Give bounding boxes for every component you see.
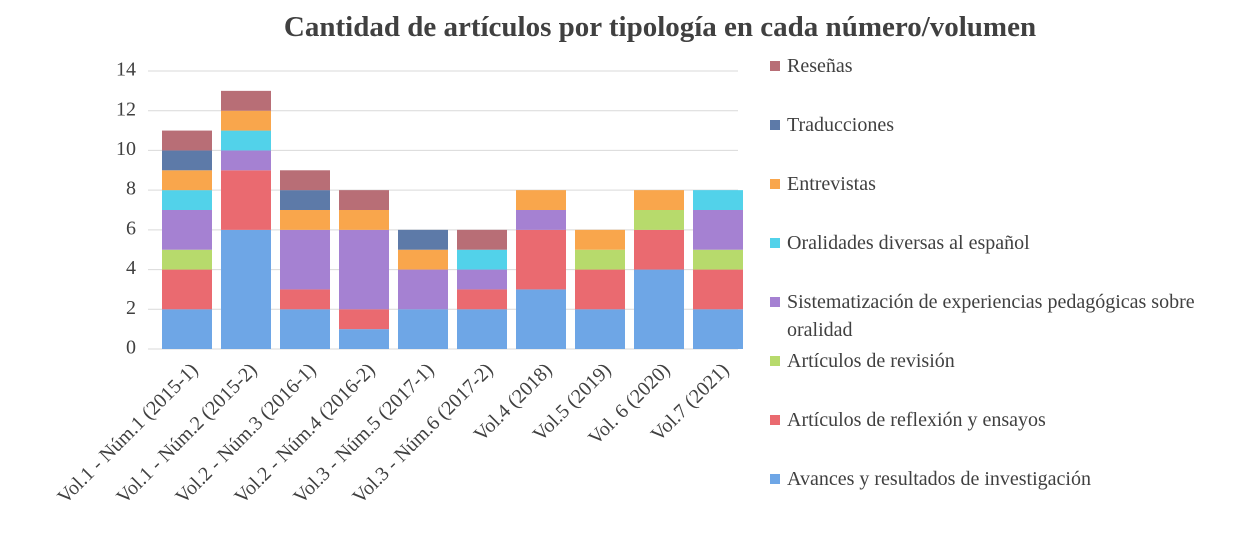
bar-segment bbox=[575, 249, 625, 270]
bar-segment bbox=[516, 289, 566, 349]
y-tick-label: 6 bbox=[126, 217, 136, 239]
bar-segment bbox=[575, 229, 625, 250]
legend-label: Artículos de revisión bbox=[787, 350, 955, 372]
bar-segment bbox=[516, 190, 566, 210]
legend-entry: Traducciones bbox=[770, 111, 1238, 139]
bar-segment bbox=[221, 130, 271, 151]
bar-segment bbox=[162, 150, 212, 171]
legend-entry: Sistematización de experiencias pedagógi… bbox=[770, 288, 1238, 344]
bar-segment bbox=[162, 190, 212, 210]
bar-segment bbox=[221, 110, 271, 131]
bar-segment bbox=[280, 289, 330, 310]
legend-swatch bbox=[770, 356, 780, 366]
bar-segment bbox=[516, 229, 566, 290]
bar-segment bbox=[162, 309, 212, 349]
bar-segment bbox=[398, 269, 448, 310]
legend-swatch bbox=[770, 61, 780, 71]
legend-entry: Avances y resultados de investigación bbox=[770, 465, 1238, 493]
bar-segment bbox=[457, 269, 507, 290]
legend-label: Reseñas bbox=[787, 55, 853, 77]
legend-entry: Reseñas bbox=[770, 52, 1238, 80]
legend-entry: Artículos de revisión bbox=[770, 347, 1238, 375]
bar-segment bbox=[634, 229, 684, 270]
legend-label: Entrevistas bbox=[787, 173, 876, 195]
legend-swatch bbox=[770, 238, 780, 248]
bar-segment bbox=[457, 289, 507, 310]
legend-swatch bbox=[770, 297, 780, 307]
bar-segment bbox=[398, 229, 448, 250]
bar-segment bbox=[280, 309, 330, 349]
bar-segment bbox=[339, 229, 389, 310]
y-tick-label: 4 bbox=[126, 257, 136, 279]
bar-segment bbox=[162, 170, 212, 191]
bar-segment bbox=[162, 210, 212, 250]
bar-segment bbox=[280, 210, 330, 230]
legend-label: Sistematización de experiencias pedagógi… bbox=[787, 291, 1195, 341]
bar-segment bbox=[280, 170, 330, 191]
legend-label: Artículos de reflexión y ensayos bbox=[787, 409, 1046, 431]
bar-segment bbox=[634, 210, 684, 230]
bar-segment bbox=[693, 210, 743, 250]
bar-segment bbox=[221, 150, 271, 171]
legend-label: Oralidades diversas al español bbox=[787, 232, 1030, 254]
chart-title: Cantidad de artículos por tipología en c… bbox=[284, 11, 1036, 43]
bar-segment bbox=[457, 249, 507, 270]
y-tick-label: 8 bbox=[126, 178, 136, 200]
bar-segment bbox=[634, 269, 684, 349]
bar-segment bbox=[398, 309, 448, 349]
legend-label: Avances y resultados de investigación bbox=[787, 468, 1091, 490]
y-tick-label: 12 bbox=[116, 98, 136, 120]
bar-segment bbox=[162, 249, 212, 270]
legend-swatch bbox=[770, 415, 780, 425]
bar-segment bbox=[457, 309, 507, 349]
y-tick-label: 14 bbox=[116, 59, 136, 81]
legend-swatch bbox=[770, 179, 780, 189]
bar-segment bbox=[221, 229, 271, 349]
y-tick-label: 10 bbox=[116, 138, 136, 160]
bar-segment bbox=[693, 309, 743, 349]
legend-entry: Artículos de reflexión y ensayos bbox=[770, 406, 1238, 434]
legend-swatch bbox=[770, 474, 780, 484]
bar-segment bbox=[693, 269, 743, 310]
bar-segment bbox=[339, 190, 389, 210]
bar-segment bbox=[280, 229, 330, 290]
bar-segment bbox=[221, 170, 271, 230]
bar-segment bbox=[398, 249, 448, 270]
bar-segment bbox=[693, 249, 743, 270]
legend-entry: Entrevistas bbox=[770, 170, 1238, 198]
legend-entry: Oralidades diversas al español bbox=[770, 229, 1238, 257]
bar-segment bbox=[575, 269, 625, 310]
bar-segment bbox=[516, 210, 566, 230]
bar-segment bbox=[221, 90, 271, 111]
y-tick-label: 0 bbox=[126, 337, 136, 359]
bar-segment bbox=[457, 229, 507, 250]
bar-segment bbox=[634, 190, 684, 210]
bar-segment bbox=[162, 269, 212, 310]
bar-segment bbox=[339, 210, 389, 230]
bar-segment bbox=[162, 130, 212, 151]
y-tick-label: 2 bbox=[126, 297, 136, 319]
legend-label: Traducciones bbox=[787, 114, 895, 136]
bar-segment bbox=[339, 329, 389, 349]
bar-segment bbox=[280, 190, 330, 210]
bar-segment bbox=[339, 309, 389, 330]
bar-segment bbox=[575, 309, 625, 349]
bar-segment bbox=[693, 190, 743, 210]
legend-swatch bbox=[770, 120, 780, 130]
